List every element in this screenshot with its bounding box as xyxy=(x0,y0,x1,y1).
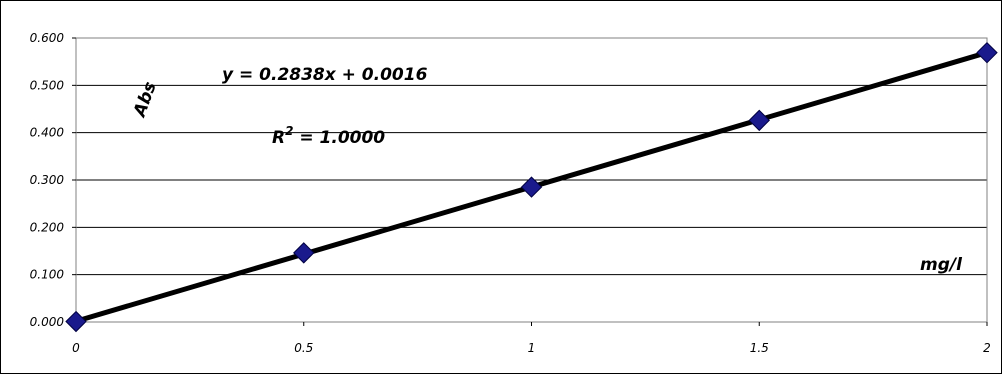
y-tick-label-0: 0.000 xyxy=(30,315,65,329)
y-tick-label-3: 0.300 xyxy=(30,173,65,187)
data-point-2[interactable] xyxy=(520,176,543,198)
y-tick-label-4: 0.400 xyxy=(30,126,65,140)
x-tick-label-0: 0 xyxy=(72,341,80,355)
data-point-4[interactable] xyxy=(976,41,998,64)
x-tick-label-2: 1 xyxy=(528,341,536,355)
y-tick-label-1: 0.100 xyxy=(30,268,65,282)
y-tick-label-6: 0.600 xyxy=(30,31,65,45)
y-tick-labels: 0.000 0.100 0.200 0.300 0.400 0.500 0.600 xyxy=(30,31,76,329)
x-axis-title: mg/l xyxy=(920,255,963,275)
x-tick-labels: 0 0.5 1 1.5 2 xyxy=(72,322,991,355)
x-tick-label-4: 2 xyxy=(983,341,991,355)
marker-layer xyxy=(65,41,998,333)
y-tick-label-2: 0.200 xyxy=(30,220,65,234)
r-squared-value: = 1.0000 xyxy=(293,128,385,148)
r-squared-superscript: 2 xyxy=(285,124,293,138)
x-tick-label-3: 1.5 xyxy=(750,341,769,355)
data-point-1[interactable] xyxy=(293,242,315,264)
trendline-equation: y = 0.2838x + 0.0016 xyxy=(222,65,428,85)
data-point-0[interactable] xyxy=(65,310,87,333)
r-squared-symbol: R xyxy=(272,128,285,148)
data-point-3[interactable] xyxy=(748,109,770,132)
y-tick-label-5: 0.500 xyxy=(30,78,65,92)
r-squared-label: R2 = 1.0000 xyxy=(272,124,385,148)
x-tick-label-1: 0.5 xyxy=(294,341,313,355)
